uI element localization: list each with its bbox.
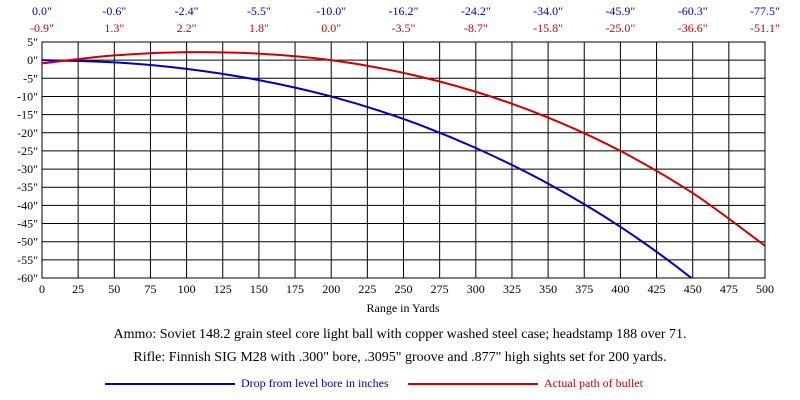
x-tick-label: 100 [178,282,196,296]
legend-item-drop: Drop from level bore in inches [105,376,389,392]
legend-label-path: Actual path of bullet [544,376,643,390]
path-table-value: -8.7" [464,21,488,35]
drop-table-value: -77.5" [750,4,780,18]
y-tick-label: -45" [17,217,38,231]
x-tick-label: 125 [214,282,232,296]
y-tick-label: -55" [17,253,38,267]
x-tick-label: 50 [108,282,120,296]
y-tick-label: -10" [17,89,38,103]
drop-table-value: -10.0" [316,4,346,18]
drop-series-line [42,59,693,278]
drop-table-value: -5.5" [247,4,271,18]
ammo-caption: Ammo: Soviet 148.2 grain steel core ligh… [113,327,687,342]
y-tick-label: -50" [17,235,38,249]
x-tick-label: 300 [467,282,485,296]
top-value-table: 0.0" -0.9" -0.6" 1.3" -2.4" 2.2" -5.5" 1.8" -10.… [30,4,780,35]
x-tick-label: 250 [395,282,413,296]
x-tick-label: 25 [72,282,84,296]
series-lines [42,51,765,278]
path-table-value: -15.8" [533,21,563,35]
y-tick-label: -25" [17,144,38,158]
x-tick-label: 475 [720,282,738,296]
x-tick-label: 200 [322,282,340,296]
legend-swatch-path [408,383,538,385]
drop-table-value: -0.6" [102,4,126,18]
y-tick-label: -5" [23,71,38,85]
drop-table-value: -24.2" [461,4,491,18]
chart-grid [41,41,766,279]
x-tick-label: 75 [144,282,156,296]
legend-item-path: Actual path of bullet [408,376,668,392]
x-tick-label: 450 [684,282,702,296]
x-axis-ticks: 0 25 50 75 100 125 150 175 200 225 250 275 300 325 350… [39,282,774,296]
x-tick-label: 400 [611,282,629,296]
path-table-value: 1.8" [249,21,269,35]
y-tick-label: -15" [17,108,38,122]
y-tick-label: -20" [17,126,38,140]
y-axis-ticks: 5" 0" -5" -10" -15" -20" -25" -30" -35" -40" -45" -… [17,35,38,285]
drop-table-value: -45.9" [605,4,635,18]
drop-table-value: 0.0" [32,4,52,18]
x-tick-label: 225 [358,282,376,296]
path-table-value: -51.1" [750,21,780,35]
x-tick-label: 500 [756,282,774,296]
x-tick-label: 150 [250,282,268,296]
drop-table-value: -2.4" [175,4,199,18]
y-tick-label: -30" [17,162,38,176]
path-table-value: -25.0" [605,21,635,35]
path-table-value: 1.3" [104,21,124,35]
path-table-value: 0.0" [321,21,341,35]
y-tick-label: -35" [17,180,38,194]
legend-swatch-drop [105,383,235,385]
x-tick-label: 0 [39,282,45,296]
legend-label-drop: Drop from level bore in inches [241,376,389,390]
drop-table-value: -16.2" [389,4,419,18]
drop-table-value: -60.3" [678,4,708,18]
y-tick-label: -60" [17,271,38,285]
bullet-path-series-line [42,51,765,247]
rifle-caption: Rifle: Finnish SIG M28 with .300" bore, … [133,350,667,365]
x-tick-label: 350 [539,282,557,296]
y-tick-label: 0" [27,53,38,67]
y-tick-label: 5" [27,35,38,49]
path-table-value: -3.5" [392,21,416,35]
x-tick-label: 425 [648,282,666,296]
path-table-value: -0.9" [30,21,54,35]
x-tick-label: 175 [286,282,304,296]
y-tick-label: -40" [17,198,38,212]
path-table-value: 2.2" [177,21,197,35]
x-axis-label: Range in Yards [366,301,439,315]
x-tick-label: 325 [503,282,521,296]
x-tick-label: 275 [431,282,449,296]
ballistics-chart: 0.0" -0.9" -0.6" 1.3" -2.4" 2.2" -5.5" 1.8" -10.… [17,4,780,315]
x-tick-label: 375 [575,282,593,296]
drop-table-value: -34.0" [533,4,563,18]
path-table-value: -36.6" [678,21,708,35]
